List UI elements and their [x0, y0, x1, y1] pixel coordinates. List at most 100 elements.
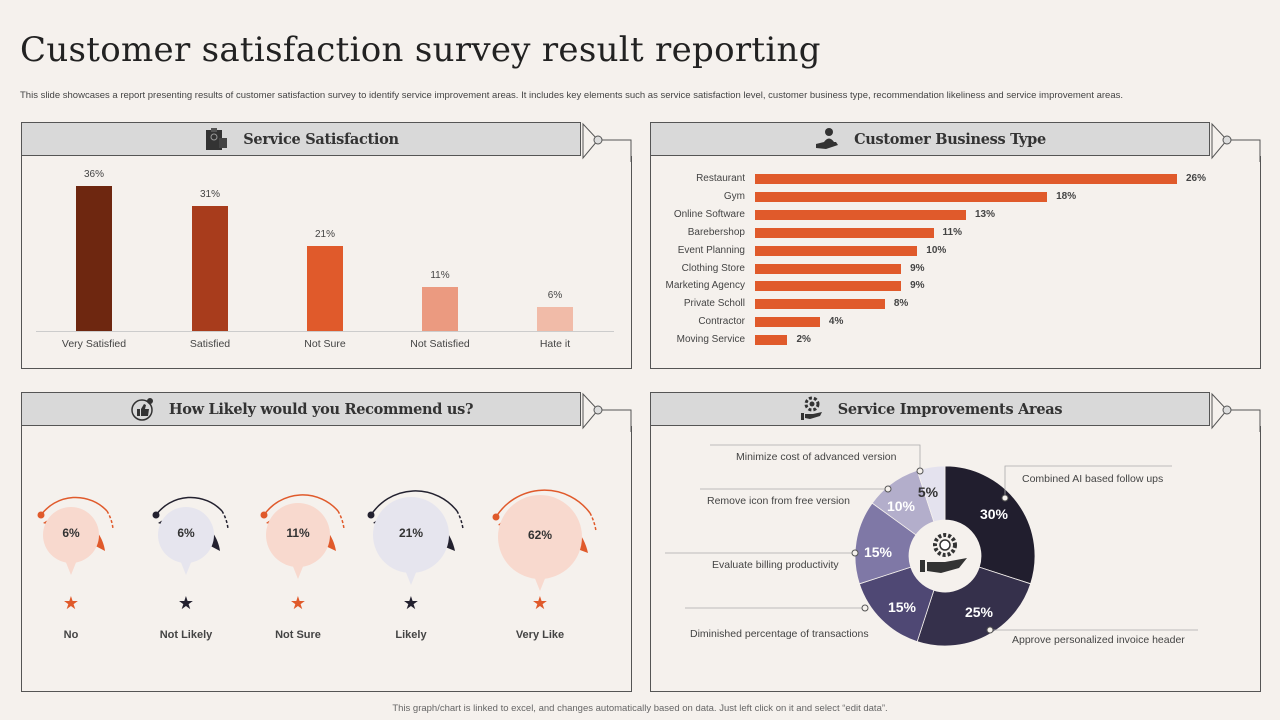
bubble-value-label: 11% — [286, 526, 310, 540]
hbar-category-label: Online Software — [673, 208, 745, 220]
header-connector — [582, 122, 632, 162]
star-icon: ★ — [532, 593, 548, 613]
hbar-category-label: Contractor — [698, 316, 745, 328]
hbar-value-label: 9% — [910, 262, 925, 274]
hbar-category-label: Marketing Agency — [665, 280, 746, 292]
bar — [76, 185, 112, 331]
star-icon: ★ — [63, 593, 79, 613]
footer-note: This graph/chart is linked to excel, and… — [392, 703, 888, 714]
panel-title: Service Satisfaction — [243, 130, 399, 148]
improvements-panel — [650, 426, 1261, 692]
arc-dashed-arrow — [221, 510, 229, 530]
bar-category-label: Satisfied — [189, 338, 231, 350]
page-description: This slide showcases a report presenting… — [20, 90, 1124, 101]
hbar — [755, 335, 788, 346]
bubble — [43, 507, 99, 563]
arc-line — [263, 494, 339, 516]
leader-dot — [986, 626, 994, 634]
arc-start-dot — [37, 511, 45, 519]
recommend-panel — [21, 426, 632, 692]
bar-axis — [36, 331, 614, 332]
arc-line — [370, 490, 458, 516]
hbar-value-label: 26% — [1185, 173, 1206, 184]
hbar-category-label: Clothing Store — [681, 262, 745, 274]
arc-start-dot — [260, 511, 268, 519]
donut-category-label: Evaluate billing productivity — [712, 559, 839, 571]
hbar — [755, 174, 1177, 184]
hbar — [755, 299, 885, 310]
star-icon: ★ — [290, 593, 306, 613]
leader-dot — [884, 485, 892, 493]
hbar-value-label: 10% — [926, 244, 947, 256]
hbar-category-label: Gym — [723, 190, 745, 202]
donut-value-label: 10% — [886, 498, 916, 514]
bar-value-label: 31% — [199, 189, 220, 201]
donut-category-label: Minimize cost of advanced version — [736, 451, 897, 463]
hbar-value-label: 4% — [828, 316, 844, 328]
bar — [537, 306, 573, 331]
service-satisfaction-header: Service Satisfaction — [21, 122, 581, 156]
recommend-header: How Likely would you Recommend us? — [21, 392, 581, 426]
bubble — [158, 507, 214, 563]
panel-title: Customer Business Type — [854, 130, 1046, 148]
recommend-chart: ★ ★ ★ ★ ★ — [37, 489, 597, 613]
hbar-value-label: 8% — [893, 298, 909, 310]
bar-category-label: Not Sure — [304, 338, 346, 350]
hand-user-icon — [816, 128, 839, 149]
recommend-category-label: Not Sure — [275, 629, 321, 641]
arc-line — [495, 489, 591, 518]
bubble-value-label: 6% — [177, 526, 195, 540]
hbar — [755, 191, 1048, 202]
page-title: Customer satisfaction survey result repo… — [20, 30, 821, 70]
leader-dot — [1001, 494, 1009, 502]
donut-value-label: 15% — [887, 599, 917, 615]
hbar-value-label: 2% — [796, 334, 811, 346]
donut-slice — [944, 465, 1036, 585]
leader-dot — [851, 549, 859, 557]
bar-value-label: 36% — [83, 168, 104, 180]
thumbs-up-icon — [131, 398, 153, 421]
improvements-header: Service Improvements Areas — [650, 392, 1210, 426]
donut-value-label: 30% — [979, 506, 1009, 522]
bubble-value-label: 62% — [527, 528, 553, 542]
bar-category-label: Very Satisfied — [61, 338, 127, 350]
header-connector — [1211, 392, 1261, 432]
arc-dashed-arrow — [456, 510, 464, 530]
leader-dot — [861, 604, 869, 612]
donut-value-label: 5% — [917, 484, 939, 500]
leader-dot — [916, 467, 924, 475]
recommend-category-label: Likely — [395, 629, 427, 641]
donut-category-label: Remove icon from free version — [707, 495, 850, 507]
panel-title: How Likely would you Recommend us? — [168, 400, 474, 418]
bubble — [266, 503, 330, 567]
donut-category-label: Approve personalized invoice header — [1012, 634, 1185, 646]
bar-value-label: 11% — [430, 269, 450, 281]
donut-value-label: 15% — [863, 544, 893, 560]
leader-line — [710, 444, 921, 471]
arc-dashed-arrow — [106, 510, 114, 530]
hbar-category-label: Private Scholl — [683, 298, 745, 310]
arc-dashed-arrow — [589, 512, 597, 532]
hbar-category-label: Barebershop — [687, 226, 745, 238]
service-satisfaction-panel — [21, 156, 632, 369]
arc-start-dot — [492, 513, 500, 521]
gear-hand-icon — [800, 396, 822, 420]
hbar — [755, 263, 902, 274]
hbar-value-label: 11% — [942, 226, 962, 238]
star-icon: ★ — [403, 593, 419, 613]
donut-slice — [916, 566, 1032, 647]
panel-title: Service Improvements Areas — [837, 400, 1063, 418]
recommend-category-label: No — [63, 629, 79, 641]
donut-category-label: Combined AI based follow ups — [1022, 473, 1164, 485]
bar-category-label: Hate it — [539, 338, 571, 350]
arc-line — [40, 496, 108, 516]
hbar — [755, 209, 966, 220]
star-icon: ★ — [178, 593, 194, 613]
hbar-category-label: Event Planning — [677, 244, 745, 256]
bubble — [498, 495, 582, 579]
arc-start-dot — [367, 511, 375, 519]
arc-start-dot — [152, 511, 160, 519]
bar — [422, 286, 458, 331]
bubble-value-label: 21% — [398, 526, 424, 540]
